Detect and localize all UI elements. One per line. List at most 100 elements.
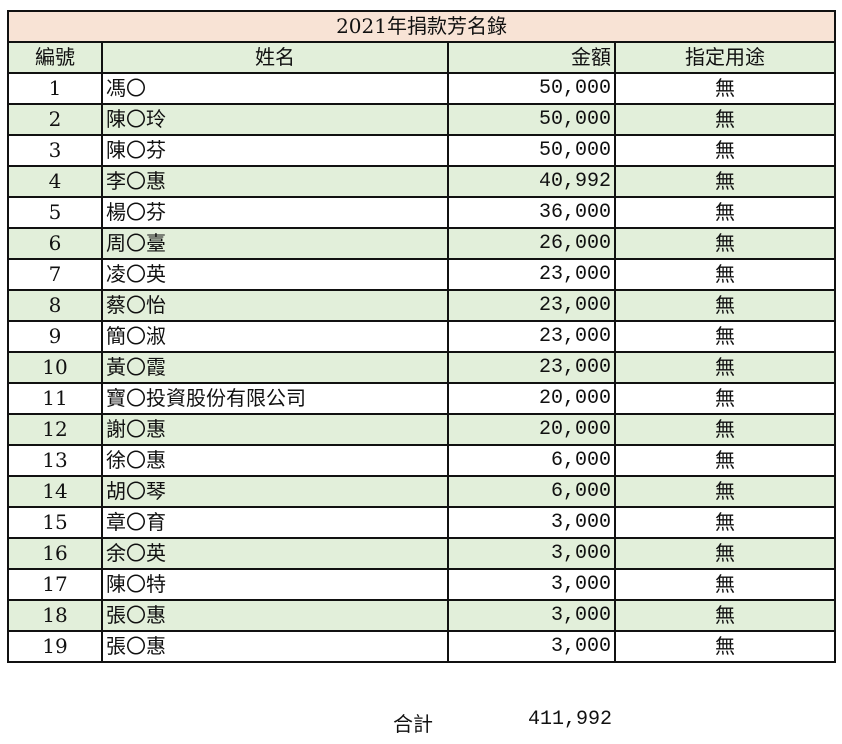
designated-purpose: 無 [613,568,837,601]
donation-amount: 20,000 [447,382,616,415]
donation-amount: 6,000 [447,444,616,477]
donation-table: 2021年捐款芳名錄 編號 姓名 金額 指定用途 1 馮〇 50,000 無 2 陳〇玲 5… [6,10,837,663]
row-number: 8 [7,289,103,322]
designated-purpose: 無 [613,196,837,229]
donor-name: 張〇惠 [101,630,449,663]
row-number: 1 [7,72,103,105]
header-amount: 金額 [447,41,616,74]
donor-name: 陳〇特 [101,568,449,601]
donation-amount: 20,000 [447,413,616,446]
row-number: 14 [7,475,103,508]
designated-purpose: 無 [613,227,837,260]
row-number: 17 [7,568,103,601]
donor-name: 簡〇淑 [101,320,449,353]
table-row: 4 李〇惠 40,992 無 [7,165,837,198]
table-row: 17 陳〇特 3,000 無 [7,568,837,601]
row-number: 3 [7,134,103,167]
table-row: 11 寶〇投資股份有限公司 20,000 無 [7,382,837,415]
donation-amount: 50,000 [447,134,616,167]
designated-purpose: 無 [613,165,837,198]
row-number: 10 [7,351,103,384]
row-number: 2 [7,103,103,136]
donor-name: 周〇臺 [101,227,449,260]
row-number: 7 [7,258,103,291]
donation-amount: 23,000 [447,351,616,384]
row-number: 16 [7,537,103,570]
donor-name: 徐〇惠 [101,444,449,477]
table-row: 9 簡〇淑 23,000 無 [7,320,837,353]
table-row: 16 余〇英 3,000 無 [7,537,837,570]
row-number: 4 [7,165,103,198]
row-number: 9 [7,320,103,353]
row-number: 19 [7,630,103,663]
donor-name: 余〇英 [101,537,449,570]
designated-purpose: 無 [613,599,837,632]
designated-purpose: 無 [613,630,837,663]
donor-name: 章〇育 [101,506,449,539]
table-row: 1 馮〇 50,000 無 [7,72,837,105]
row-number: 18 [7,599,103,632]
table-row: 14 胡〇琴 6,000 無 [7,475,837,508]
designated-purpose: 無 [613,506,837,539]
donation-amount: 3,000 [447,537,616,570]
designated-purpose: 無 [613,134,837,167]
donation-amount: 23,000 [447,258,616,291]
row-number: 12 [7,413,103,446]
designated-purpose: 無 [613,320,837,353]
row-number: 6 [7,227,103,260]
donor-name: 李〇惠 [101,165,449,198]
total-value: 411,992 [527,708,612,731]
donor-name: 陳〇玲 [101,103,449,136]
donor-name: 張〇惠 [101,599,449,632]
header-name: 姓名 [101,41,449,74]
donor-name: 馮〇 [101,72,449,105]
donor-name: 胡〇琴 [101,475,449,508]
table-row: 10 黃〇霞 23,000 無 [7,351,837,384]
donor-name: 陳〇芬 [101,134,449,167]
table-row: 3 陳〇芬 50,000 無 [7,134,837,167]
donation-amount: 26,000 [447,227,616,260]
designated-purpose: 無 [613,258,837,291]
donation-amount: 3,000 [447,599,616,632]
designated-purpose: 無 [613,351,837,384]
donation-amount: 3,000 [447,630,616,663]
donor-name: 寶〇投資股份有限公司 [101,382,449,415]
table-row: 6 周〇臺 26,000 無 [7,227,837,260]
table-row: 19 張〇惠 3,000 無 [7,630,837,663]
donor-name: 蔡〇怡 [101,289,449,322]
designated-purpose: 無 [613,444,837,477]
table-row: 13 徐〇惠 6,000 無 [7,444,837,477]
donation-amount: 23,000 [447,320,616,353]
table-row: 5 楊〇芬 36,000 無 [7,196,837,229]
header-row: 編號 姓名 金額 指定用途 [7,41,837,74]
header-purpose: 指定用途 [613,41,837,74]
donor-name: 黃〇霞 [101,351,449,384]
donor-name: 謝〇惠 [101,413,449,446]
donation-amount: 36,000 [447,196,616,229]
table-row: 8 蔡〇怡 23,000 無 [7,289,837,322]
row-number: 5 [7,196,103,229]
donation-amount: 3,000 [447,568,616,601]
donation-amount: 6,000 [447,475,616,508]
total-label: 合計 [393,712,433,736]
total-row: 合計 411,992 [0,706,842,736]
designated-purpose: 無 [613,475,837,508]
row-number: 11 [7,382,103,415]
donor-name: 楊〇芬 [101,196,449,229]
header-no: 編號 [7,41,103,74]
row-number: 15 [7,506,103,539]
donation-amount: 3,000 [447,506,616,539]
designated-purpose: 無 [613,103,837,136]
donor-name: 凌〇英 [101,258,449,291]
designated-purpose: 無 [613,72,837,105]
designated-purpose: 無 [613,413,837,446]
row-number: 13 [7,444,103,477]
table-row: 2 陳〇玲 50,000 無 [7,103,837,136]
table-row: 7 凌〇英 23,000 無 [7,258,837,291]
donation-amount: 40,992 [447,165,616,198]
donation-amount: 50,000 [447,72,616,105]
donation-amount: 50,000 [447,103,616,136]
designated-purpose: 無 [613,382,837,415]
designated-purpose: 無 [613,289,837,322]
designated-purpose: 無 [613,537,837,570]
